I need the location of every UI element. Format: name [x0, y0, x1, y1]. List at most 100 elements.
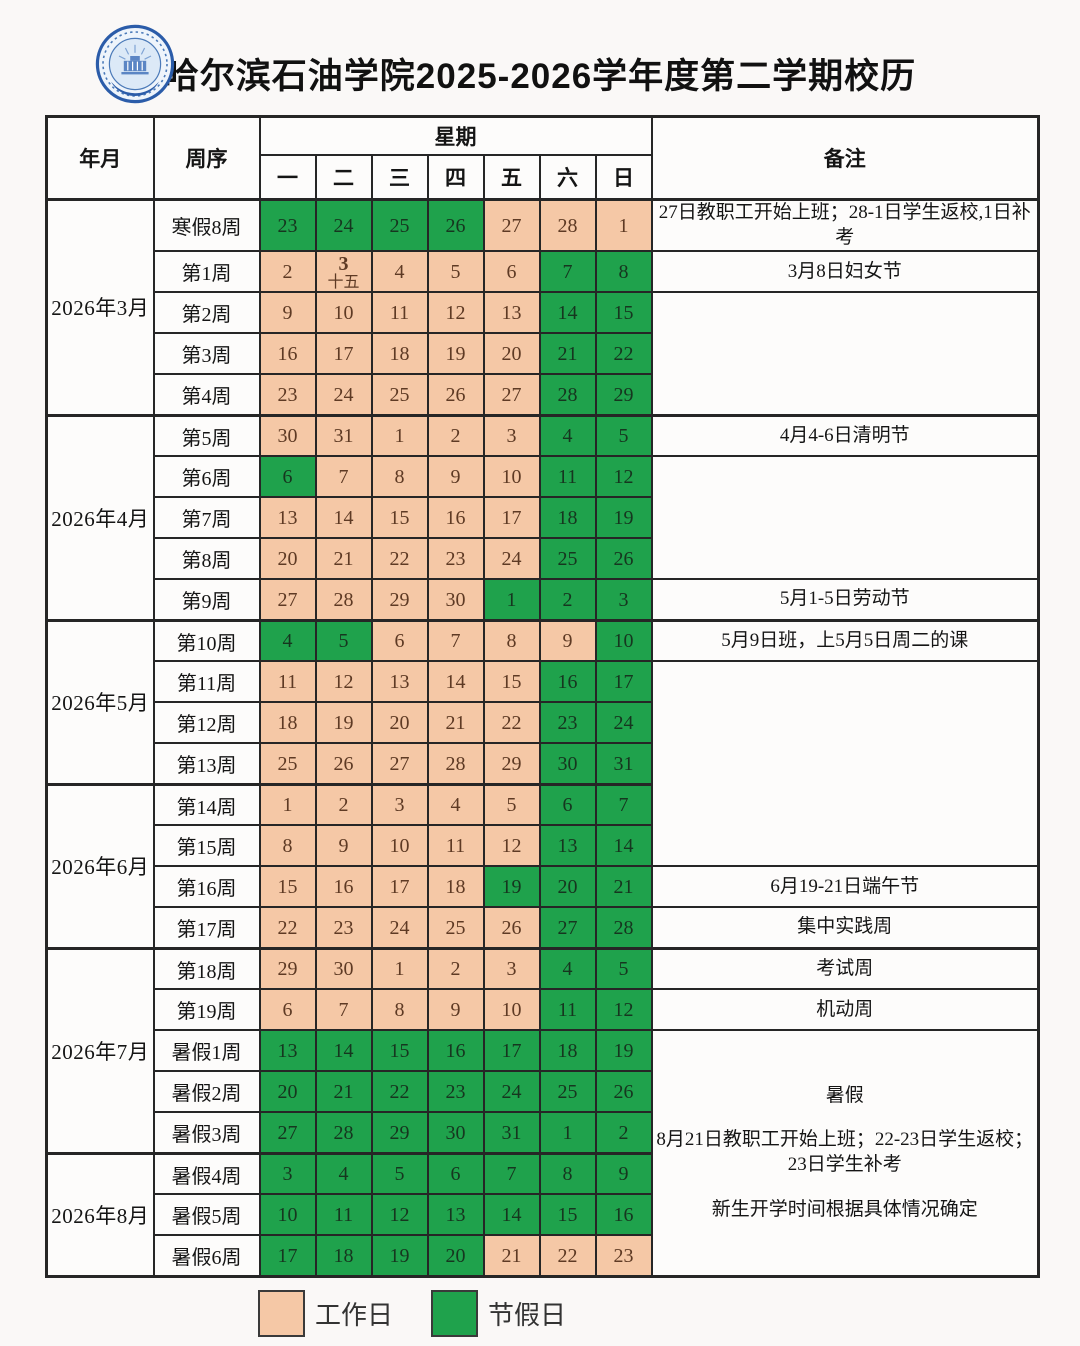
holiday-day-cell: 23 [538, 701, 597, 745]
workday-day-cell: 23 [258, 373, 317, 417]
weekday-header-cell: 三 [370, 153, 429, 201]
remark-cell [650, 291, 1040, 417]
workday-day-cell: 29 [258, 946, 317, 991]
holiday-day-cell: 12 [370, 1193, 429, 1237]
week-label-cell: 第3周 [152, 332, 261, 376]
workday-day-cell: 12 [314, 660, 373, 704]
holiday-day-cell: 22 [370, 1070, 429, 1114]
calendar-table: 年月 周序 星期 备注 一二三四五六日 2026年3月 寒假8周 23 24 25 26 2… [45, 115, 1041, 1278]
holiday-day-cell: 14 [594, 824, 653, 868]
col-header-remarks: 备注 [650, 115, 1040, 201]
workday-day-cell: 2 [258, 250, 317, 294]
remark-cell: 27日教职工开始上班；28-1日学生返校,1日补考 [650, 198, 1040, 253]
holiday-day-cell: 28 [538, 373, 597, 417]
holiday-day-cell: 17 [258, 1234, 317, 1278]
workday-day-cell: 28 [426, 742, 485, 786]
workday-day-cell: 25 [370, 373, 429, 417]
workday-day-cell: 13 [370, 660, 429, 704]
weekday-header-row: 一二三四五六日 [47, 153, 1039, 201]
week-label-cell: 第14周 [152, 782, 261, 827]
workday-day-cell: 15 [370, 496, 429, 540]
workday-day-cell: 7 [314, 988, 373, 1032]
workday-day-cell: 14 [426, 660, 485, 704]
workday-day-cell: 10 [314, 291, 373, 335]
workday-day-cell: 5 [482, 782, 541, 827]
workday-day-cell: 17 [370, 865, 429, 909]
col-header-week-order: 周序 [152, 115, 261, 201]
remark-cell: 5月9日班，上5月5日周二的课 [650, 618, 1040, 663]
week-label-cell: 第15周 [152, 824, 261, 868]
holiday-day-cell: 4 [258, 618, 317, 663]
workday-day-cell: 8 [370, 988, 429, 1032]
holiday-day-cell: 25 [538, 537, 597, 581]
calendar-header: 哈尔滨石油学院2025-2026学年度第二学期校历 [0, 0, 1080, 115]
workday-day-cell: 24 [370, 906, 429, 950]
workday-day-cell: 15 [482, 660, 541, 704]
week-label-cell: 第11周 [152, 660, 261, 704]
holiday-day-cell: 8 [538, 1151, 597, 1196]
holiday-day-cell: 13 [258, 1029, 317, 1073]
holiday-day-cell: 24 [314, 198, 373, 253]
workday-day-cell: 2 [314, 782, 373, 827]
workday-swatch [258, 1289, 305, 1337]
workday-day-cell: 3 十五 [314, 250, 373, 294]
week-label-cell: 第18周 [152, 946, 261, 991]
week-label-cell: 寒假8周 [152, 198, 261, 253]
holiday-day-cell: 24 [594, 701, 653, 745]
workday-day-cell: 26 [482, 906, 541, 950]
week-label-cell: 暑假6周 [152, 1234, 261, 1278]
remark-cell: 6月19-21日端午节 [650, 865, 1040, 909]
holiday-day-cell: 21 [314, 1070, 373, 1114]
workday-day-cell: 22 [482, 701, 541, 745]
holiday-day-cell: 26 [594, 537, 653, 581]
workday-day-cell: 26 [426, 373, 485, 417]
workday-day-cell: 17 [482, 496, 541, 540]
workday-day-cell: 28 [314, 578, 373, 622]
legend-item-holiday: 节假日 [431, 1289, 566, 1337]
workday-day-cell: 13 [482, 291, 541, 335]
workday-day-cell: 20 [258, 537, 317, 581]
workday-day-cell: 15 [258, 865, 317, 909]
week-label-cell: 第9周 [152, 578, 261, 622]
weekday-header-cell: 二 [314, 153, 373, 201]
holiday-day-cell: 19 [482, 865, 541, 909]
holiday-day-cell: 4 [538, 413, 597, 458]
workday-day-cell: 10 [482, 455, 541, 499]
remark-cell: 5月1-5日劳动节 [650, 578, 1040, 622]
holiday-day-cell: 24 [482, 1070, 541, 1114]
workday-day-cell: 22 [370, 537, 429, 581]
workday-day-cell: 9 [538, 618, 597, 663]
workday-day-cell: 25 [426, 906, 485, 950]
holiday-day-cell: 18 [538, 496, 597, 540]
holiday-day-cell: 31 [594, 742, 653, 786]
holiday-day-cell: 26 [594, 1070, 653, 1114]
holiday-day-cell: 14 [482, 1193, 541, 1237]
workday-day-cell: 9 [426, 988, 485, 1032]
week-label-cell: 第17周 [152, 906, 261, 950]
remark-cell [650, 660, 1040, 868]
month-cell: 2026年3月 [45, 198, 155, 417]
week-label-cell: 第19周 [152, 988, 261, 1032]
holiday-day-cell: 9 [594, 1151, 653, 1196]
workday-day-cell: 1 [370, 946, 429, 991]
holiday-day-cell: 5 [594, 946, 653, 991]
month-cell: 2026年8月 [45, 1151, 155, 1278]
workday-day-cell: 22 [538, 1234, 597, 1278]
holiday-day-cell: 14 [538, 291, 597, 335]
workday-day-cell: 6 [370, 618, 429, 663]
holiday-day-cell: 6 [258, 455, 317, 499]
calendar-body: 2026年3月 寒假8周 23 24 25 26 27 28 1 27日教职工开始上班；28-1日… [45, 198, 1040, 1278]
workday-day-cell: 2 [426, 413, 485, 458]
holiday-day-cell: 23 [258, 198, 317, 253]
workday-day-cell: 27 [370, 742, 429, 786]
holiday-day-cell: 27 [258, 1111, 317, 1155]
holiday-day-cell: 2 [594, 1111, 653, 1155]
weekday-header-cell: 日 [594, 153, 653, 201]
workday-day-cell: 19 [314, 701, 373, 745]
holiday-day-cell: 28 [314, 1111, 373, 1155]
week-label-cell: 第8周 [152, 537, 261, 581]
workday-day-cell: 1 [594, 198, 653, 253]
holiday-day-cell: 20 [258, 1070, 317, 1114]
workday-day-cell: 9 [314, 824, 373, 868]
workday-day-cell: 8 [370, 455, 429, 499]
